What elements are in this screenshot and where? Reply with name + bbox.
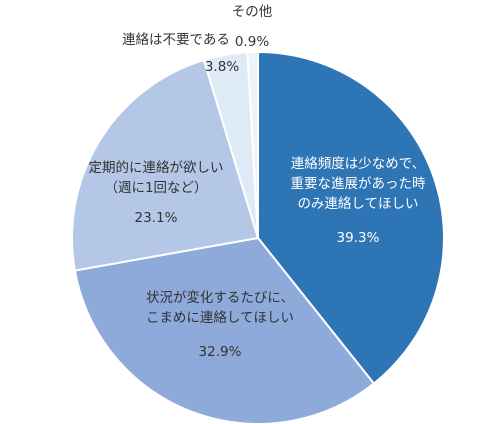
slice-value-label: 39.3%	[337, 230, 380, 246]
slice-category-label: 定期的に連絡が欲しい	[89, 160, 224, 176]
slice-category-label: 連絡頻度は少なめで、	[291, 156, 425, 172]
slice-category-label: その他	[232, 4, 273, 20]
slice-value-label: 3.8%	[205, 59, 239, 75]
pie-slice	[71, 58, 260, 272]
slice-category-label: 重要な進展があった時	[291, 176, 426, 192]
slice-value-label: 32.9%	[199, 344, 242, 360]
slice-category-label: （週に1回など）	[104, 180, 207, 196]
slice-category-label: 状況が変化するたびに、	[146, 289, 294, 306]
slice-value-label: 0.9%	[235, 34, 269, 50]
slice-category-label: 連絡は不要である	[122, 32, 230, 48]
pie-slice	[257, 50, 445, 385]
slice-value-label: 23.1%	[135, 210, 178, 226]
pie-slice	[246, 50, 259, 239]
pie-slice	[73, 236, 376, 424]
slice-category-label: のみ連絡してほしい	[297, 196, 418, 212]
slice-category-label: こまめに連絡してほしい	[146, 310, 294, 326]
